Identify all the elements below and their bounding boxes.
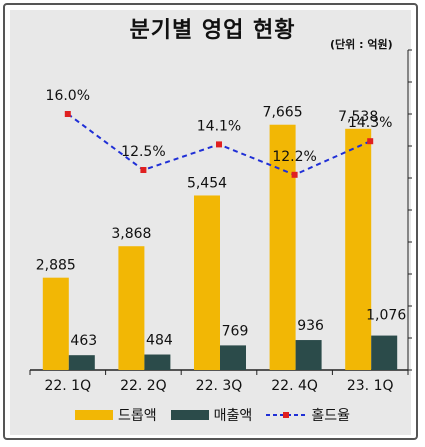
bar-label-sales: 1,076 <box>366 308 406 324</box>
bar-label-drop: 3,868 <box>111 226 151 242</box>
bar-drop <box>345 128 372 370</box>
x-tick-label: 22. 2Q <box>120 378 167 394</box>
bar-label-sales: 484 <box>146 333 173 349</box>
hold-rate-point <box>140 167 147 173</box>
bar-sales <box>144 354 171 370</box>
chart-title: 분기별 영업 현황 <box>129 18 296 43</box>
bar-label-drop: 5,454 <box>187 175 227 191</box>
bar-label-drop: 2,885 <box>36 258 76 274</box>
x-tick-label: 23. 1Q <box>347 378 394 394</box>
legend: 드롭액 매출액 홀드율 <box>0 405 425 425</box>
bar-sales <box>371 335 398 370</box>
bar-sales <box>295 340 322 370</box>
x-tick-label: 22. 3Q <box>196 378 243 394</box>
legend-label-hold: 홀드율 <box>311 408 350 424</box>
hold-rate-label: 14.1% <box>197 118 241 134</box>
hold-rate-label: 12.5% <box>121 144 165 160</box>
legend-label-drop: 드롭액 <box>118 408 157 424</box>
unit-label: (단위 : 억원) <box>330 38 393 51</box>
bar-drop <box>269 124 296 370</box>
hold-rate-point <box>291 171 298 178</box>
bar-drop <box>194 195 220 370</box>
hold-rate-point <box>64 111 71 117</box>
bar-sales <box>220 345 246 370</box>
bar-drop <box>118 246 145 370</box>
x-tick-label: 22. 1Q <box>44 378 91 394</box>
legend-swatch-drop <box>75 410 114 420</box>
bar-label-drop: 7,538 <box>338 109 378 125</box>
legend-item-hold: 홀드율 <box>266 405 350 425</box>
legend-swatch-sales <box>170 410 209 420</box>
x-tick-label: 22. 4Q <box>271 378 318 394</box>
bar-label-sales: 463 <box>70 333 97 349</box>
legend-swatch-hold <box>266 412 307 418</box>
hold-rate-label: 12.2% <box>272 149 316 165</box>
hold-rate-label: 16.0% <box>46 88 90 104</box>
legend-item-drop: 드롭액 <box>75 405 157 425</box>
bar-label-sales: 769 <box>222 323 249 339</box>
bar-drop <box>42 277 69 370</box>
bar-label-drop: 7,665 <box>263 105 303 121</box>
hold-rate-label: 14.3% <box>348 115 392 131</box>
bar-sales <box>68 355 95 370</box>
hold-rate-point <box>216 141 222 148</box>
hold-rate-point <box>367 138 374 145</box>
legend-item-sales: 매출액 <box>170 405 253 425</box>
legend-label-sales: 매출액 <box>213 408 253 424</box>
bar-label-sales: 936 <box>297 318 324 334</box>
